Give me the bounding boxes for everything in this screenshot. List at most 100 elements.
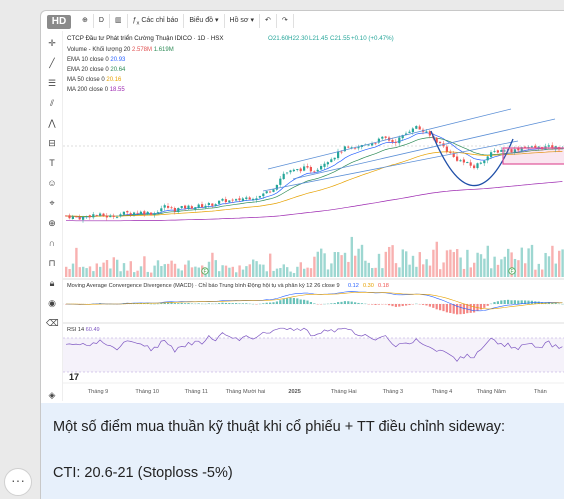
dividend-marker[interactable] <box>508 267 516 275</box>
candle-body <box>517 148 520 151</box>
bar-style-icon[interactable]: ▥ <box>110 14 128 28</box>
tradingview-logo-icon: 17 <box>69 372 79 382</box>
x-tick-label: Tháng 9 <box>88 389 109 395</box>
candle-body <box>394 141 397 143</box>
pattern-icon[interactable]: ⋀ <box>48 118 56 128</box>
macd-bar <box>303 299 306 304</box>
macd-value-3: 0.18 <box>378 283 389 289</box>
candle-body <box>343 146 346 152</box>
undo-icon[interactable]: ↶ <box>260 14 277 28</box>
add-symbol-button[interactable]: ⊕ <box>77 14 94 28</box>
macd-bar <box>401 304 404 307</box>
channel-icon[interactable]: ⫽ <box>49 98 54 108</box>
x-tick-label: Tháng Hai <box>331 389 357 395</box>
channel-lower-line[interactable] <box>262 140 519 192</box>
macd-bar <box>269 302 272 304</box>
macd-bar <box>231 303 234 304</box>
post-caption: Một số điểm mua thuần kỹ thuật khi cổ ph… <box>41 403 564 499</box>
macd-bar <box>398 304 401 307</box>
interval-button[interactable]: D <box>94 14 110 28</box>
macd-bar <box>445 304 448 313</box>
macd-bar <box>289 297 292 304</box>
candle-body <box>218 200 221 204</box>
candle-body <box>490 152 493 158</box>
macd-bar <box>275 301 278 304</box>
more-options-button[interactable]: ··· <box>4 468 32 496</box>
crosshair-icon[interactable]: ✛ <box>48 38 56 48</box>
volume-bar <box>255 261 258 277</box>
macd-bar <box>309 302 312 304</box>
volume-bar <box>194 266 197 277</box>
macd-bar <box>224 302 227 304</box>
redo-icon[interactable]: ↷ <box>277 14 294 28</box>
text-icon[interactable]: T <box>49 158 55 168</box>
hlines-icon[interactable]: ☰ <box>47 78 57 88</box>
trash-icon[interactable]: ⌫ <box>46 318 59 328</box>
volume-bar <box>235 272 238 277</box>
macd-bar <box>228 302 231 304</box>
macd-bar <box>507 299 510 304</box>
price-chart[interactable]: CTCP Đầu tư Phát triển Cường Thuận IDICO… <box>63 31 564 403</box>
macd-title: Moving Average Convergence Divergence (M… <box>67 282 340 289</box>
lock-icon[interactable]: 🔒︎ <box>49 278 55 288</box>
candle-body <box>204 205 207 208</box>
ruler-icon[interactable]: ⌖ <box>49 198 55 208</box>
candle-body <box>160 208 163 212</box>
volume-bar <box>350 236 353 277</box>
volume-bar <box>126 270 129 277</box>
candle-body <box>292 169 295 172</box>
macd-bar <box>456 304 459 315</box>
measure-icon[interactable]: ⊟ <box>48 138 56 148</box>
candle-body <box>377 138 380 143</box>
candle-body <box>493 150 496 152</box>
macd-bar <box>330 303 333 304</box>
volume-bar <box>425 259 428 277</box>
sideway-box[interactable] <box>502 147 564 165</box>
candle-body <box>150 212 153 215</box>
candle-body <box>357 147 360 149</box>
macd-bar <box>500 300 503 304</box>
candle-body <box>503 150 506 152</box>
channel-upper-line[interactable] <box>267 108 512 170</box>
candle-body <box>255 198 258 200</box>
volume-bar <box>541 269 544 277</box>
charts-button[interactable]: Biểu đồ ▾ <box>184 14 225 28</box>
candle-body <box>425 131 428 133</box>
volume-bar <box>347 261 350 277</box>
volume-bar <box>377 253 381 277</box>
volume-bar <box>473 262 476 277</box>
candle-body <box>289 170 292 173</box>
dividend-marker-label: F <box>511 269 514 275</box>
volume-bar <box>442 262 445 277</box>
candle-body <box>231 199 234 201</box>
volume-bar <box>439 269 442 277</box>
volume-bar <box>391 245 394 277</box>
dividend-marker[interactable] <box>201 267 209 275</box>
emoji-icon[interactable]: ☺ <box>47 178 57 188</box>
candle-body <box>415 126 418 129</box>
macd-bar <box>337 302 340 304</box>
volume-bar <box>500 259 503 277</box>
volume-bar <box>136 270 139 277</box>
trendline-icon[interactable]: ╱ <box>49 58 55 68</box>
candle-body <box>510 149 513 153</box>
eye-icon[interactable]: ◉ <box>48 298 56 308</box>
lock-draw-icon[interactable]: ⊓ <box>48 258 56 268</box>
candle-body <box>238 198 241 201</box>
candle-body <box>102 213 105 217</box>
candle-body <box>330 159 333 163</box>
macd-bar <box>343 301 346 304</box>
volume-bar <box>323 253 326 277</box>
zoom-in-icon[interactable]: ⊕ <box>48 218 56 228</box>
volume-bar <box>486 245 489 277</box>
layers-icon[interactable]: ◈ <box>48 390 56 400</box>
candle-body <box>201 204 204 208</box>
volume-bar <box>476 252 479 277</box>
magnet-icon[interactable]: ∩ <box>48 238 56 248</box>
profile-button[interactable]: Hồ sơ ▾ <box>225 14 260 28</box>
candle-body <box>105 215 108 218</box>
channel-middle-line[interactable] <box>292 118 556 180</box>
candle-body <box>524 146 527 148</box>
candle-body <box>153 213 156 215</box>
indicators-button[interactable]: ƒx Các chỉ báo <box>128 14 185 28</box>
